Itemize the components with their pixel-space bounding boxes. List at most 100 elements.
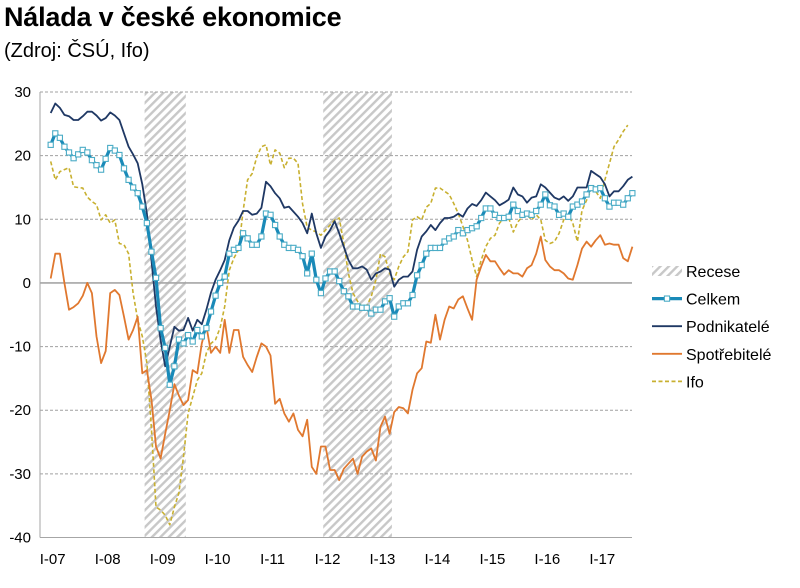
x-tick-label: I-12 [315,551,341,568]
data-point [377,306,384,313]
data-point [102,155,109,162]
x-tick-label: I-07 [40,551,66,568]
legend-item: Spotřebitelé [652,347,771,364]
legend-item: Podnikatelé [652,319,770,336]
legend-item: Celkem [652,292,740,309]
data-point [65,149,73,156]
chart-title: Nálada v české ekonomice [4,2,342,32]
data-point [239,230,247,237]
data-point [606,203,613,210]
x-axis: I-07 I-08 I-09 I-10 I-11 I-12 I-13 I-14 I-15 I-16… [40,551,615,568]
data-point [61,143,68,150]
data-point [505,213,512,220]
data-point [487,205,494,212]
data-point [152,274,160,281]
data-point [304,270,311,277]
data-point [271,221,279,229]
data-point [386,295,393,302]
data-point [143,219,151,227]
y-tick-label: -40 [9,530,31,547]
data-point [533,207,540,215]
data-point [281,241,288,248]
data-point [413,272,421,279]
data-point [116,151,123,159]
y-axis: 30 20 10 0 -10 -20 -30 -40 [9,84,632,547]
series-line-ifo [49,124,629,526]
data-point [88,156,96,164]
data-point [258,233,265,240]
data-point [125,176,132,183]
data-point [180,340,187,347]
y-tick-label: -30 [9,466,31,483]
data-point [336,277,343,285]
legend-label: Ifo [686,374,704,391]
data-point [212,292,219,299]
data-point [404,300,412,307]
legend-item: Recese [652,264,740,281]
data-point [441,238,448,245]
data-point [93,162,100,169]
data-point [620,201,627,208]
data-point [395,303,402,310]
data-point [574,201,581,208]
data-point [418,261,425,269]
data-point [194,326,201,334]
x-tick-label: I-08 [95,551,121,568]
data-point [162,344,169,351]
data-point [294,246,302,253]
x-tick-label: I-09 [150,551,176,568]
data-point [340,288,347,295]
y-tick-label: -10 [9,339,31,356]
data-point [235,244,242,252]
data-point [583,191,590,198]
recession-band [144,92,186,538]
data-point [363,304,370,311]
legend-item: Ifo [652,374,704,391]
data-point [459,230,467,237]
data-point [436,244,444,252]
data-point [253,241,260,248]
data-point [322,275,329,282]
data-point [52,130,59,137]
data-point [203,324,210,332]
data-point [217,279,224,287]
data-point [514,207,522,215]
data-point [629,190,636,197]
data-point [47,141,54,148]
data-point [84,149,91,156]
y-tick-label: -20 [9,402,31,419]
data-point [221,273,228,280]
data-point [134,190,141,197]
data-point [56,134,64,141]
data-point [478,214,485,222]
data-point [129,184,137,191]
x-tick-label: I-16 [534,551,560,568]
data-point [175,336,183,343]
chart-subtitle: (Zdroj: ČSÚ, Ifo) [4,40,150,62]
data-point [455,226,462,234]
data-point [308,250,315,257]
data-point [368,310,375,317]
data-point [423,250,430,257]
series-line-spotřebitelé [49,234,634,482]
data-point [97,166,105,173]
data-point [75,151,82,158]
data-point [171,363,178,370]
data-point [345,293,352,300]
data-point [198,333,205,340]
x-tick-label: I-15 [479,551,505,568]
x-tick-label: I-14 [424,551,450,568]
data-point [244,235,251,242]
x-tick-label: I-17 [589,551,615,568]
x-tick-label: I-10 [205,551,231,568]
data-point [601,195,609,202]
data-point [226,250,233,257]
data-point [139,203,146,210]
data-point [542,191,549,198]
recession-band [323,92,392,538]
legend-marker [663,295,671,302]
data-point [184,331,192,339]
data-point [551,203,558,210]
data-point [299,253,306,260]
x-tick-label: I-13 [370,551,396,568]
